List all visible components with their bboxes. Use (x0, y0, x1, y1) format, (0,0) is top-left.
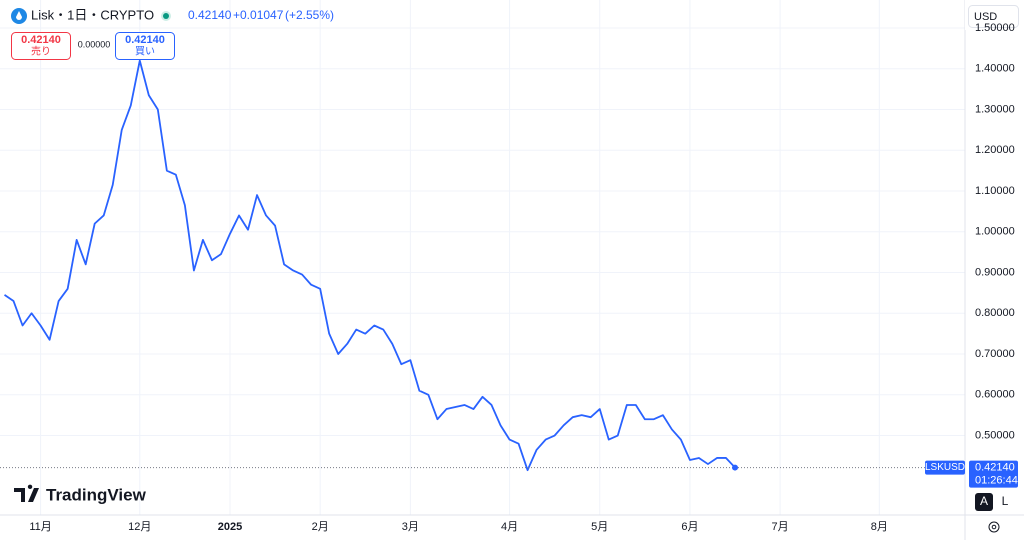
currency-button[interactable] (968, 5, 1019, 28)
price-line (4, 59, 736, 472)
price-tag (969, 460, 1018, 488)
spread: 0.00000 (78, 39, 111, 49)
buy-button[interactable] (115, 32, 175, 60)
y-tick-label: 0.70000 (975, 348, 1015, 360)
price-tag-label: 0.42140 (975, 461, 1015, 473)
y-tick-label: 1.50000 (975, 22, 1015, 34)
currency: USD (974, 11, 997, 23)
y-tick-label: 0.50000 (975, 429, 1015, 441)
y-tick-label: 1.00000 (975, 226, 1015, 238)
last-point (732, 464, 739, 471)
x-tick-label: 7月 (772, 521, 789, 533)
buy-label: 買い (135, 46, 155, 58)
y-tick-label: 0.80000 (975, 307, 1015, 319)
x-tick-label: 2月 (312, 521, 329, 533)
x-tick-label: 12月 (128, 521, 151, 533)
y-tick-label: 0.90000 (975, 266, 1015, 278)
x-tick-label: 6月 (681, 521, 698, 533)
price-change-pct: (+2.55%) (285, 8, 334, 22)
log-scale-label[interactable]: L (1002, 494, 1009, 508)
settings-icon-core (991, 524, 997, 530)
symbol-icon-drop (16, 11, 22, 20)
x-tick-label: 5月 (591, 521, 608, 533)
status-dot (163, 13, 169, 19)
x-tick-label: 4月 (501, 521, 518, 533)
y-tick-label: 1.20000 (975, 144, 1015, 156)
buy-price: 0.42140 (125, 34, 165, 46)
price-change: +0.01047 (233, 8, 284, 22)
settings-icon[interactable] (988, 521, 1000, 533)
y-tick-label: 0.60000 (975, 389, 1015, 401)
sell-button[interactable] (11, 32, 71, 60)
auto-scale-label: A (980, 494, 988, 508)
last-price: 0.42140 (188, 8, 232, 22)
sell-price: 0.42140 (21, 34, 61, 46)
y-tick-label: 1.10000 (975, 185, 1015, 197)
logo-mark (14, 484, 39, 502)
ticker-tag (925, 460, 965, 475)
x-tick-label: 3月 (402, 521, 419, 533)
x-tick-label: 2025 (218, 521, 242, 533)
countdown-label: 01:26:44 (975, 474, 1018, 486)
auto-scale-button[interactable] (975, 493, 993, 511)
x-tick-label: 11月 (29, 521, 51, 533)
y-tick-label: 1.40000 (975, 63, 1015, 75)
x-tick-label: 8月 (871, 521, 888, 533)
sell-label: 売り (31, 45, 51, 58)
ticker-tag-label: LSKUSD (925, 462, 965, 473)
logo-text: TradingView (46, 485, 147, 504)
y-tick-label: 1.30000 (975, 103, 1015, 115)
symbol-title: Lisk・1日・CRYPTO (31, 7, 154, 22)
